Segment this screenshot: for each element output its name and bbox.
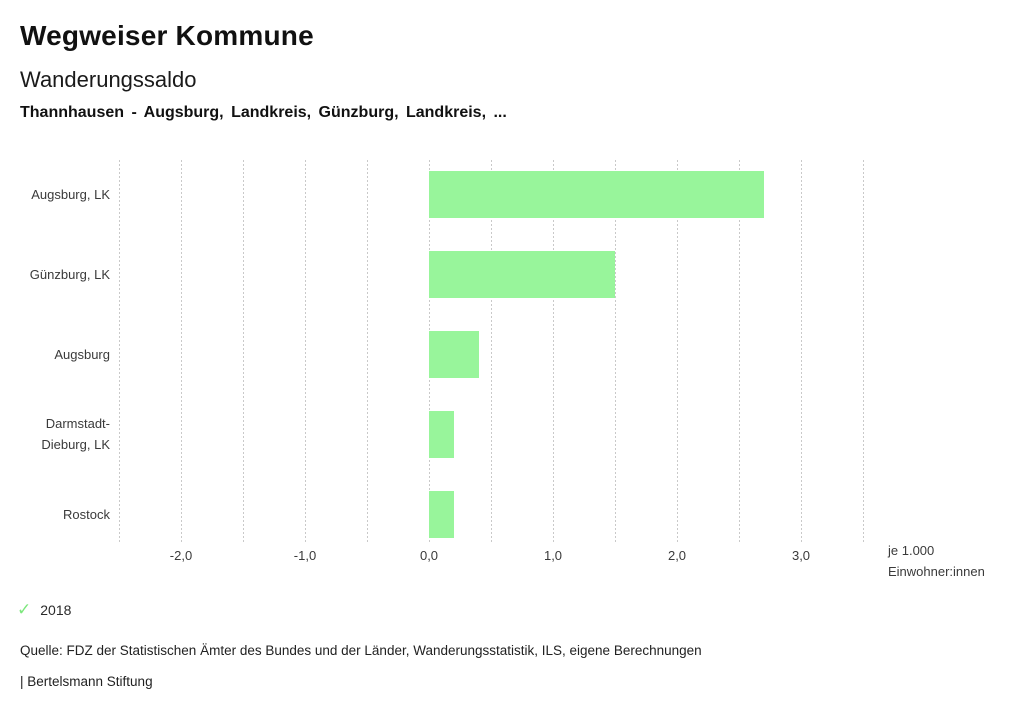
- x-axis-tick-label: 0,0: [419, 548, 439, 563]
- brand-title: Wegweiser Kommune: [20, 20, 314, 51]
- gridline: [615, 160, 616, 543]
- x-axis-tick-label: -2,0: [169, 548, 193, 563]
- gridline: [863, 160, 864, 543]
- x-axis-tick-label: 3,0: [791, 548, 811, 563]
- bar-darmstadt-dieburg-lk[interactable]: [429, 411, 454, 458]
- x-axis-unit-label: je 1.000 Einwohner:innen: [888, 540, 985, 582]
- source-text: Quelle: FDZ der Statistischen Ämter des …: [20, 643, 702, 658]
- gridline: [119, 160, 120, 543]
- legend-item-2018[interactable]: ✓ 2018: [17, 601, 71, 618]
- gridline: [677, 160, 678, 543]
- x-axis-unit-line2: Einwohner:innen: [888, 564, 985, 579]
- legend-label: 2018: [40, 601, 72, 618]
- y-axis-label: Augsburg: [54, 346, 110, 362]
- gridline: [243, 160, 244, 543]
- gridline: [739, 160, 740, 543]
- chart-subtitle: Thannhausen - Augsburg, Landkreis, Günzb…: [20, 104, 507, 121]
- gridline: [801, 160, 802, 543]
- bar-augsburg[interactable]: [429, 331, 479, 378]
- bar-augsburg-lk[interactable]: [429, 171, 764, 218]
- bar-rostock[interactable]: [429, 491, 454, 538]
- x-axis-tick-label: -1,0: [293, 548, 317, 563]
- bar-g-nzburg-lk[interactable]: [429, 251, 615, 298]
- gridline: [553, 160, 554, 543]
- checkmark-icon: ✓: [17, 600, 32, 619]
- y-axis-label: Rostock: [63, 506, 110, 522]
- gridline: [305, 160, 306, 543]
- y-axis-label: Darmstadt-Dieburg, LK: [41, 416, 110, 452]
- x-axis-unit-line1: je 1.000: [888, 543, 935, 558]
- x-axis-tick-label: 1,0: [543, 548, 563, 563]
- gridline: [181, 160, 182, 543]
- chart-title: Wanderungssaldo: [20, 67, 197, 92]
- y-axis-label: Augsburg, LK: [31, 186, 110, 202]
- x-axis-tick-label: 2,0: [667, 548, 687, 563]
- gridline: [491, 160, 492, 543]
- gridline: [367, 160, 368, 543]
- attribution-text: | Bertelsmann Stiftung: [20, 674, 153, 689]
- y-axis-label: Günzburg, LK: [29, 266, 110, 282]
